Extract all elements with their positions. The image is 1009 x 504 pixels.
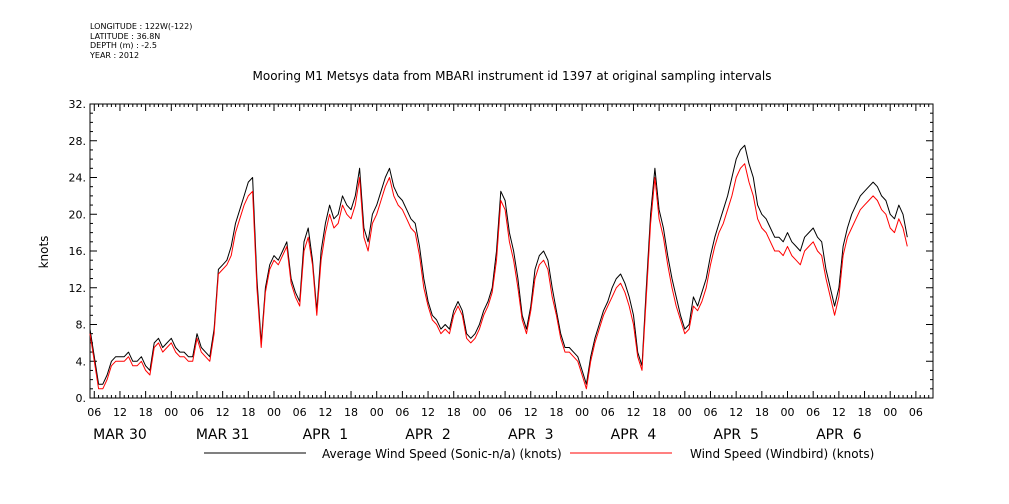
x-tick-label: 12	[626, 406, 640, 419]
x-tick-label: 12	[113, 406, 127, 419]
metadata-block: LONGITUDE : 122W(-122) LATITUDE : 36.8N …	[90, 22, 192, 60]
series-line-windbird	[89, 163, 908, 390]
x-date-label: MAR 30	[93, 427, 147, 443]
x-tick-label: 00	[472, 406, 486, 419]
x-tick-label: 12	[524, 406, 538, 419]
x-date-label: APR 4	[611, 427, 657, 443]
x-tick-label: 12	[729, 406, 743, 419]
x-tick-label: 18	[755, 406, 769, 419]
x-tick-label: 12	[318, 406, 332, 419]
x-tick-label: 00	[883, 406, 897, 419]
y-axis-label: knots	[37, 236, 51, 269]
x-tick-label: 12	[216, 406, 230, 419]
longitude-label: LONGITUDE : 122W(-122)	[90, 22, 193, 31]
x-tick-label: 06	[806, 406, 820, 419]
y-tick-label: 20.	[69, 208, 87, 221]
y-tick-label: 24.	[69, 172, 87, 185]
x-tick-label: 06	[190, 406, 204, 419]
x-tick-label: 18	[344, 406, 358, 419]
x-tick-label: 18	[858, 406, 872, 419]
year-label: YEAR : 2012	[90, 50, 140, 60]
legend-label-windbird: Wind Speed (Windbird) (knots)	[690, 447, 874, 461]
y-tick-label: 4.	[76, 355, 87, 368]
x-date-label: MAR 31	[196, 427, 250, 443]
x-tick-label: 06	[87, 406, 101, 419]
x-tick-label: 06	[601, 406, 615, 419]
y-tick-label: 32.	[69, 98, 87, 111]
latitude-label: LATITUDE : 36.8N	[90, 31, 161, 41]
x-tick-label: 00	[164, 406, 178, 419]
x-tick-label: 12	[832, 406, 846, 419]
y-tick-label: 0.	[76, 392, 87, 405]
x-tick-label: 00	[781, 406, 795, 419]
x-tick-label: 18	[447, 406, 461, 419]
x-date-label: APR 3	[508, 427, 554, 443]
x-tick-label: 18	[549, 406, 563, 419]
y-tick-label: 12.	[69, 282, 87, 295]
x-tick-label: 06	[395, 406, 409, 419]
x-date-label: APR 5	[713, 427, 759, 443]
x-tick-label: 06	[909, 406, 923, 419]
x-tick-label: 00	[267, 406, 281, 419]
x-tick-label: 06	[498, 406, 512, 419]
plot-area: 06 12 18 00 06 12 18 00 06 12 18 00 06 12 18 00 06 12 18 00…	[69, 98, 934, 443]
x-date-label: APR 6	[816, 427, 862, 443]
x-tick-label: 06	[293, 406, 307, 419]
x-date-label: APR 2	[405, 427, 451, 443]
x-tick-label: 18	[241, 406, 255, 419]
x-tick-label: 00	[575, 406, 589, 419]
chart-title: Mooring M1 Metsys data from MBARI instru…	[253, 69, 772, 83]
depth-label: DEPTH (m) : -2.5	[90, 41, 157, 50]
x-tick-label: 06	[703, 406, 717, 419]
series-line-average-wind	[89, 144, 908, 385]
legend: Average Wind Speed (Sonic-n/a) (knots) W…	[204, 447, 874, 461]
y-tick-label: 16.	[69, 245, 87, 258]
legend-label-average-wind: Average Wind Speed (Sonic-n/a) (knots)	[322, 447, 562, 461]
x-tick-label: 18	[652, 406, 666, 419]
x-tick-label: 00	[678, 406, 692, 419]
y-tick-label: 28.	[69, 135, 87, 148]
x-tick-label: 18	[139, 406, 153, 419]
x-date-label: APR 1	[303, 427, 349, 443]
y-tick-label: 8.	[76, 319, 87, 332]
x-tick-label: 00	[370, 406, 384, 419]
x-tick-label: 12	[421, 406, 435, 419]
